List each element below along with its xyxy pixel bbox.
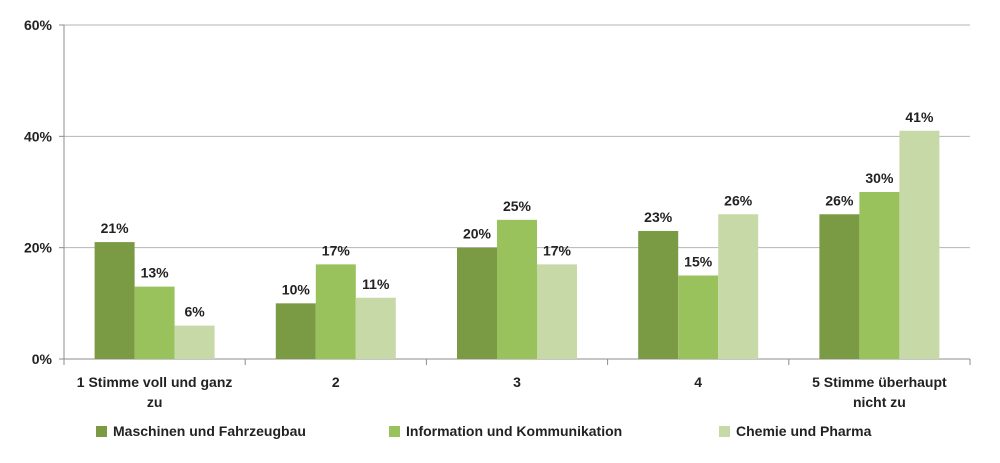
legend-item-maschinen: Maschinen und Fahrzeugbau bbox=[96, 423, 306, 439]
x-category-label: 1 Stimme voll und ganz zu bbox=[77, 374, 233, 410]
data-labels: 21% 13% 6% 10% 17% 11% 20% 25% 17% 23% 15% 26% 26% 30… bbox=[101, 109, 934, 320]
bar bbox=[638, 230, 679, 359]
legend: Maschinen und Fahrzeugbau Information un… bbox=[96, 423, 956, 443]
bar bbox=[94, 242, 135, 359]
y-tick-label: 20% bbox=[24, 240, 53, 256]
data-label: 15% bbox=[684, 254, 713, 270]
data-label: 26% bbox=[825, 192, 854, 208]
bar bbox=[315, 264, 356, 359]
bar bbox=[718, 214, 759, 359]
legend-item-chemie: Chemie und Pharma bbox=[719, 423, 871, 439]
data-label: 26% bbox=[724, 192, 753, 208]
data-label: 23% bbox=[644, 209, 673, 225]
bar bbox=[537, 264, 577, 359]
x-category-label: 5 Stimme überhaupt nicht zu bbox=[812, 374, 947, 410]
y-axis-ticks: 0% 20% 40% 60% bbox=[24, 17, 53, 367]
bar bbox=[678, 275, 719, 359]
y-tick-label: 40% bbox=[24, 128, 53, 144]
data-label: 17% bbox=[322, 242, 351, 258]
data-label: 13% bbox=[141, 265, 170, 281]
legend-swatch-maschinen bbox=[96, 425, 107, 437]
data-label: 30% bbox=[865, 170, 894, 186]
data-label: 17% bbox=[543, 242, 572, 258]
legend-label-maschinen: Maschinen und Fahrzeugbau bbox=[113, 423, 306, 439]
data-label: 10% bbox=[282, 281, 311, 297]
bar bbox=[859, 192, 900, 359]
legend-swatch-information bbox=[389, 425, 400, 437]
data-label: 6% bbox=[184, 304, 205, 320]
bar bbox=[457, 247, 497, 359]
legend-swatch-chemie bbox=[719, 425, 730, 437]
data-label: 41% bbox=[905, 109, 934, 125]
legend-item-information: Information und Kommunikation bbox=[389, 423, 622, 439]
x-category-label: 2 bbox=[332, 374, 340, 390]
data-label: 21% bbox=[101, 220, 130, 236]
bar bbox=[497, 219, 537, 359]
legend-label-chemie: Chemie und Pharma bbox=[736, 423, 872, 439]
x-category-label: 4 bbox=[694, 374, 702, 390]
bars bbox=[94, 130, 940, 359]
bar bbox=[899, 130, 940, 359]
bar bbox=[355, 297, 396, 359]
bar bbox=[134, 286, 175, 359]
bar bbox=[819, 214, 860, 359]
x-category-label: 3 bbox=[513, 374, 521, 390]
y-tick-label: 0% bbox=[32, 351, 53, 367]
data-label: 11% bbox=[362, 276, 390, 292]
y-tick-label: 60% bbox=[24, 17, 53, 33]
x-axis-categories: 1 Stimme voll und ganz zu 2 3 4 5 Stimme über… bbox=[77, 374, 947, 410]
legend-label-information: Information und Kommunikation bbox=[406, 423, 623, 439]
bar bbox=[275, 303, 316, 359]
data-label: 20% bbox=[463, 226, 492, 242]
bar bbox=[174, 325, 215, 359]
data-label: 25% bbox=[503, 198, 532, 214]
